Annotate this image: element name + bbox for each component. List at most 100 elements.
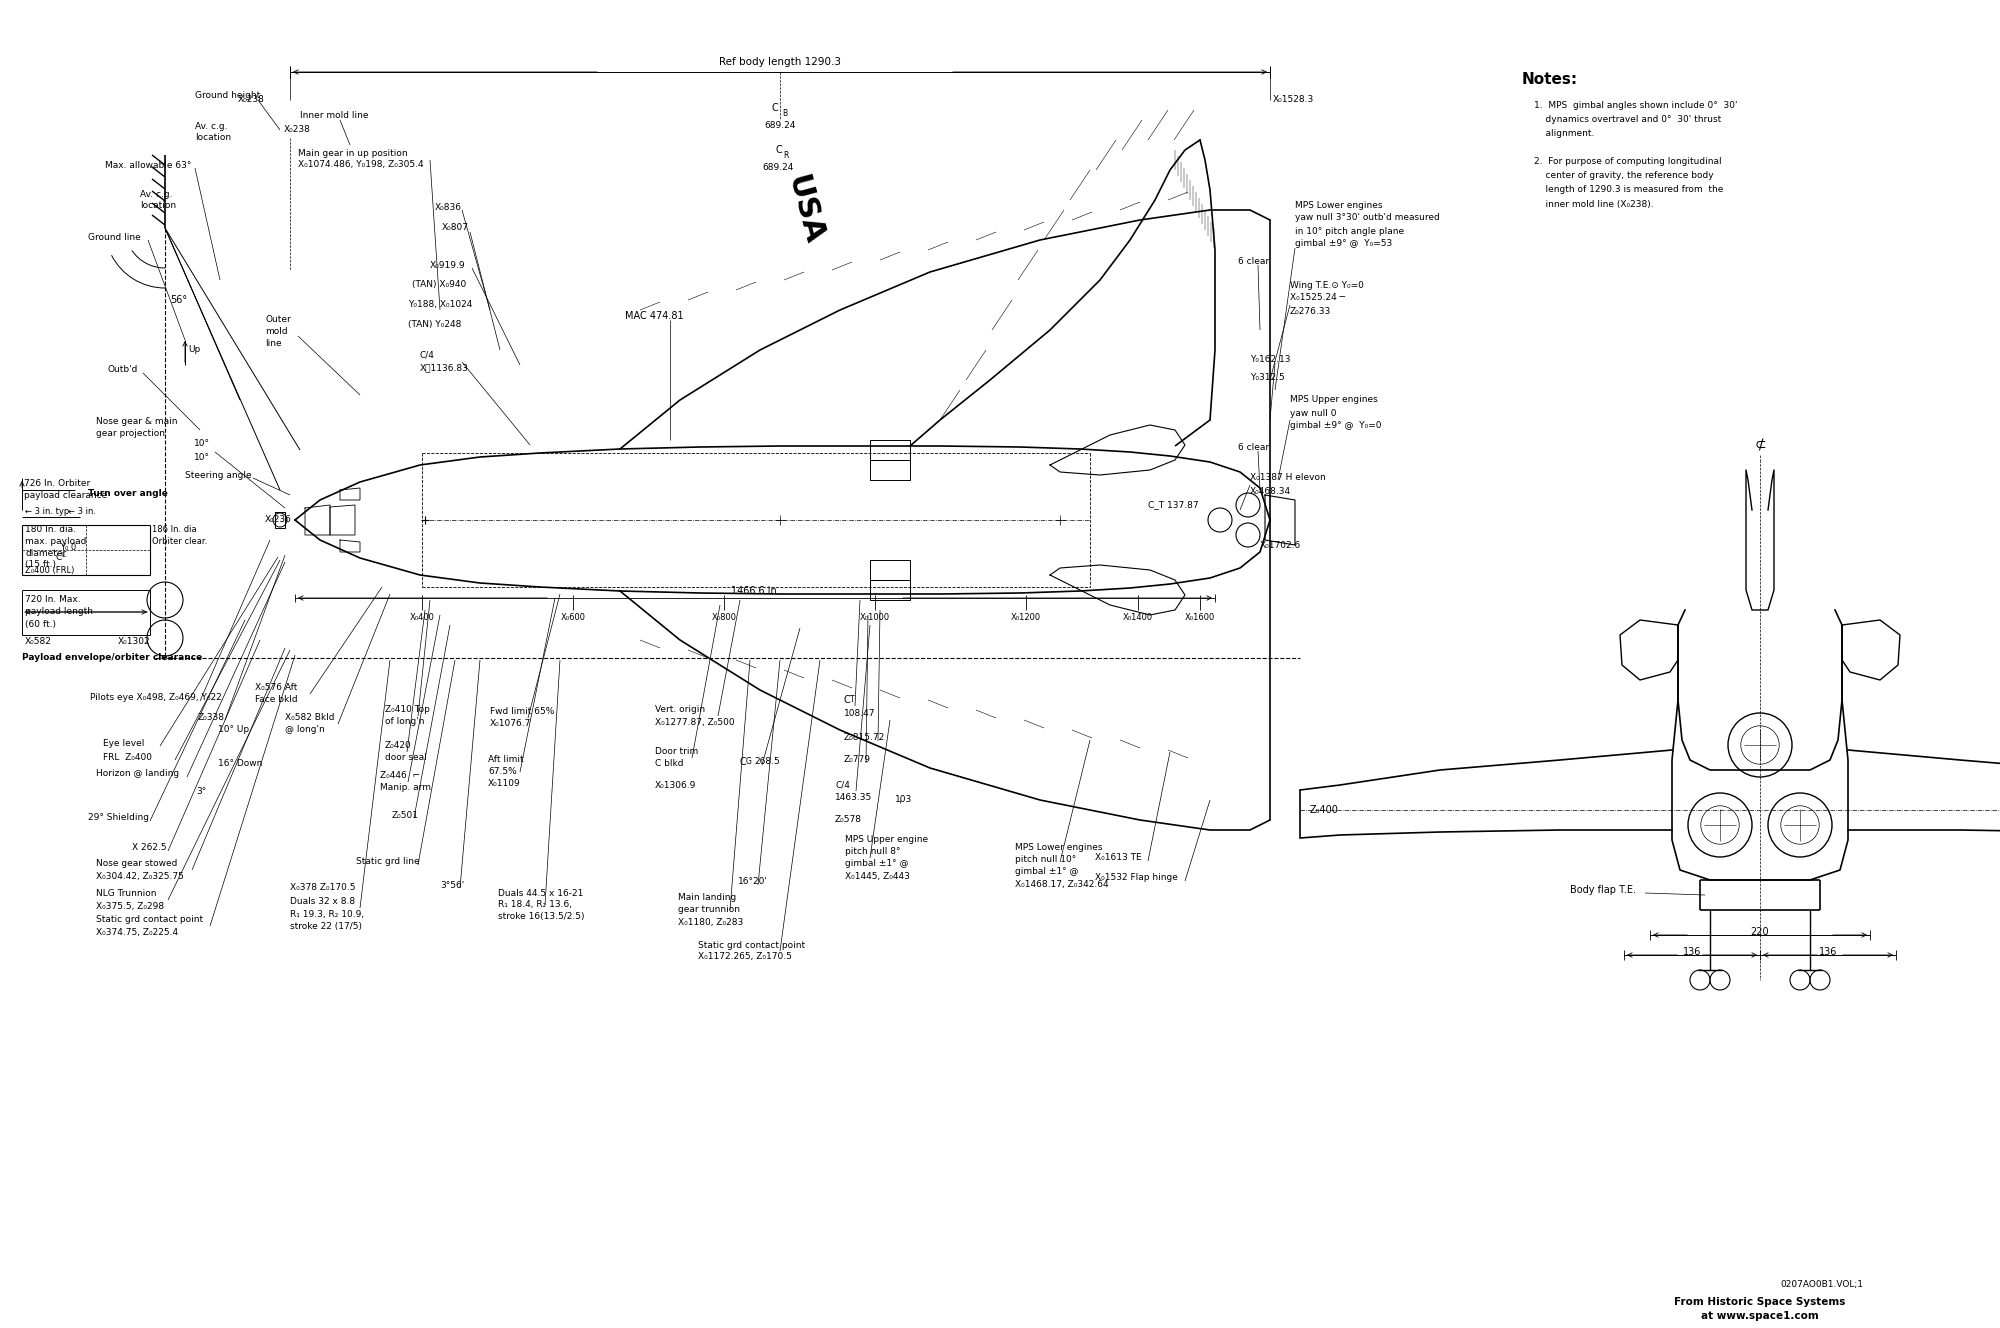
Text: @ long'n: @ long'n [286,725,324,734]
Text: C: C [772,104,778,113]
Text: mold: mold [264,328,288,336]
Text: 67.5%: 67.5% [488,768,516,777]
Text: X₀836: X₀836 [436,202,462,211]
Text: Y₀188, X₀1024: Y₀188, X₀1024 [408,300,472,309]
Text: gimbal ±9° @  Y₀=0: gimbal ±9° @ Y₀=0 [1290,421,1382,430]
Text: Z₀276.33: Z₀276.33 [1290,307,1332,316]
Text: pitch null 8°: pitch null 8° [844,847,900,857]
Text: G: G [746,757,752,766]
Text: X₀1000: X₀1000 [860,612,890,622]
Text: Duals 32 x 8.8: Duals 32 x 8.8 [290,898,356,907]
Text: X₀1180, Z₀283: X₀1180, Z₀283 [678,918,744,927]
Text: 689.24: 689.24 [762,163,794,173]
Text: MPS Lower engines: MPS Lower engines [1296,201,1382,210]
Text: max. payload: max. payload [24,538,86,547]
Text: X₀800: X₀800 [712,612,736,622]
Text: Wing T.E.⊙ Y₀=0: Wing T.E.⊙ Y₀=0 [1290,280,1364,290]
Text: Z₀420: Z₀420 [384,741,412,750]
Text: X₀378 Z₀170.5: X₀378 Z₀170.5 [290,883,356,892]
Text: C: C [56,554,62,563]
Text: Nose gear & main: Nose gear & main [96,417,178,426]
Text: T: T [850,696,854,704]
Text: ← 3 in. typ.: ← 3 in. typ. [24,507,72,517]
Text: 220: 220 [1750,927,1770,938]
Text: Y₀312.5: Y₀312.5 [1250,373,1284,382]
Text: X₀1532 Flap hinge: X₀1532 Flap hinge [1096,874,1178,883]
Text: X 262.5: X 262.5 [132,843,166,853]
Text: 10°: 10° [194,440,210,449]
Text: line: line [264,340,282,348]
Text: in 10° pitch angle plane: in 10° pitch angle plane [1296,227,1404,235]
Text: X₀1445, Z₀443: X₀1445, Z₀443 [844,871,910,880]
Text: Static grd contact point: Static grd contact point [96,915,204,924]
Text: Steering angle: Steering angle [184,470,252,479]
Text: 10°: 10° [194,453,210,462]
Text: Body flap T.E.: Body flap T.E. [1570,884,1636,895]
Text: X₀807: X₀807 [442,223,468,232]
Text: 10° Up: 10° Up [218,725,250,734]
Text: MPS Upper engine: MPS Upper engine [844,835,928,845]
Text: Main landing: Main landing [678,894,736,903]
Text: length of 1290.3 is measured from  the: length of 1290.3 is measured from the [1534,186,1724,194]
Text: X₀1200: X₀1200 [1010,612,1042,622]
Text: C: C [844,695,850,705]
Text: Aft limit: Aft limit [488,756,524,765]
Text: 2.  For purpose of computing longitudinal: 2. For purpose of computing longitudinal [1534,158,1722,166]
Text: X₀400: X₀400 [410,612,434,622]
Text: at www.space1.com: at www.space1.com [1702,1311,1818,1321]
Text: 180 In. dia.: 180 In. dia. [24,526,76,534]
Text: payload clearance: payload clearance [24,490,108,499]
Text: 136: 136 [1818,947,1838,957]
Text: MAC 474.81: MAC 474.81 [624,311,684,321]
Text: 726 In. Orbiter: 726 In. Orbiter [24,478,90,487]
Text: X₀1468.17, Z₀342.64: X₀1468.17, Z₀342.64 [1016,879,1108,888]
Text: (TAN) Y₀248: (TAN) Y₀248 [408,320,462,329]
Text: Inner mold line: Inner mold line [300,110,368,120]
Text: B: B [782,109,788,117]
Text: 1466.6 in.: 1466.6 in. [730,586,780,596]
Text: Manip. arm: Manip. arm [380,784,432,793]
Text: X₀1613 TE: X₀1613 TE [1096,854,1142,862]
Text: X₀1172.265, Z₀170.5: X₀1172.265, Z₀170.5 [698,952,792,961]
Text: C: C [740,757,746,768]
Text: dynamics overtravel and 0°  30' thrust: dynamics overtravel and 0° 30' thrust [1534,114,1722,124]
Text: 108.47: 108.47 [844,709,876,717]
Text: X₀238: X₀238 [238,96,264,105]
Text: Z₀400 (FRL): Z₀400 (FRL) [24,566,74,575]
Text: USA: USA [782,173,828,248]
Text: 1.  MPS  gimbal angles shown include 0°  30': 1. MPS gimbal angles shown include 0° 30… [1534,101,1738,109]
Text: X₀1074.486, Y₀198, Z₀305.4: X₀1074.486, Y₀198, Z₀305.4 [298,161,424,170]
Text: (60 ft.): (60 ft.) [24,619,56,628]
Text: pitch null 10°: pitch null 10° [1016,855,1076,865]
Text: diameter: diameter [24,550,66,559]
Text: ⊄: ⊄ [1754,438,1766,452]
Text: Vert. origin: Vert. origin [656,705,706,714]
Text: Ground height: Ground height [196,90,260,100]
Text: 29° Shielding: 29° Shielding [88,814,148,822]
Text: Fwd limit 65%: Fwd limit 65% [490,708,554,717]
Text: R: R [784,150,788,159]
Text: Static grd contact point: Static grd contact point [698,940,806,950]
Text: X₀1387 H elevon: X₀1387 H elevon [1250,474,1326,482]
Text: 3°56': 3°56' [440,880,464,890]
Text: gear projection: gear projection [96,429,164,438]
Text: X₀1277.87, Z₀500: X₀1277.87, Z₀500 [656,717,734,726]
Text: R₁ 19.3, R₂ 10.9,: R₁ 19.3, R₂ 10.9, [290,910,364,919]
Text: X₀468.34: X₀468.34 [1250,486,1292,495]
Text: From Historic Space Systems: From Historic Space Systems [1674,1297,1846,1307]
Text: Notes:: Notes: [1522,73,1578,88]
Text: X₀582: X₀582 [24,637,52,647]
Text: Ref body length 1290.3: Ref body length 1290.3 [720,57,840,66]
Text: Outb'd: Outb'd [108,365,138,374]
Text: 136: 136 [1682,947,1702,957]
Text: door seal: door seal [384,753,426,762]
Text: X₀576 Aft: X₀576 Aft [256,684,298,692]
Text: (15 ft.): (15 ft.) [24,559,56,568]
Text: center of gravity, the reference body: center of gravity, the reference body [1534,171,1714,181]
Text: Av. c.g.
location: Av. c.g. location [140,190,176,210]
Text: gimbal ±1° @: gimbal ±1° @ [844,859,908,869]
Text: 689.24: 689.24 [764,121,796,130]
Text: 16° Down: 16° Down [218,758,262,768]
Text: Nose gear stowed: Nose gear stowed [96,859,178,869]
Text: X₀1528.3: X₀1528.3 [1274,96,1314,105]
